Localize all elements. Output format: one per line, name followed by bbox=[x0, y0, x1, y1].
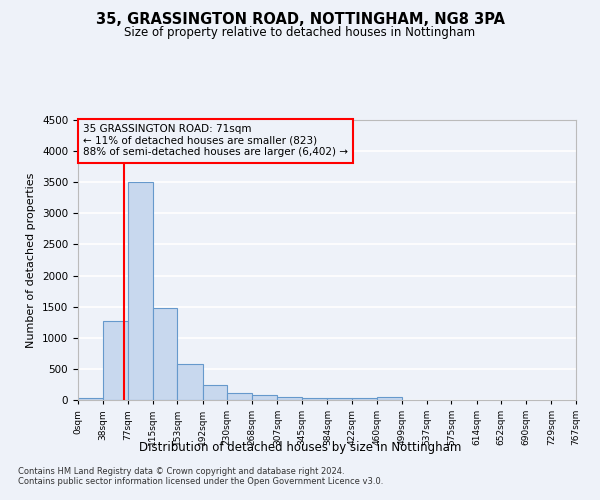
Text: 35, GRASSINGTON ROAD, NOTTINGHAM, NG8 3PA: 35, GRASSINGTON ROAD, NOTTINGHAM, NG8 3P… bbox=[95, 12, 505, 28]
Bar bbox=[152, 308, 178, 400]
Bar bbox=[302, 398, 328, 400]
Bar bbox=[178, 364, 203, 400]
Bar bbox=[103, 321, 128, 400]
Text: 35 GRASSINGTON ROAD: 71sqm
← 11% of detached houses are smaller (823)
88% of sem: 35 GRASSINGTON ROAD: 71sqm ← 11% of deta… bbox=[83, 124, 348, 158]
Y-axis label: Number of detached properties: Number of detached properties bbox=[26, 172, 37, 348]
Text: Size of property relative to detached houses in Nottingham: Size of property relative to detached ho… bbox=[124, 26, 476, 39]
Bar bbox=[352, 398, 377, 400]
Bar bbox=[78, 398, 103, 400]
Bar bbox=[128, 182, 152, 400]
Bar bbox=[203, 385, 227, 400]
Text: Contains public sector information licensed under the Open Government Licence v3: Contains public sector information licen… bbox=[18, 477, 383, 486]
Text: Distribution of detached houses by size in Nottingham: Distribution of detached houses by size … bbox=[139, 441, 461, 454]
Text: Contains HM Land Registry data © Crown copyright and database right 2024.: Contains HM Land Registry data © Crown c… bbox=[18, 467, 344, 476]
Bar bbox=[377, 397, 402, 400]
Bar bbox=[277, 396, 302, 400]
Bar bbox=[328, 398, 352, 400]
Bar bbox=[252, 394, 277, 400]
Bar bbox=[227, 393, 252, 400]
